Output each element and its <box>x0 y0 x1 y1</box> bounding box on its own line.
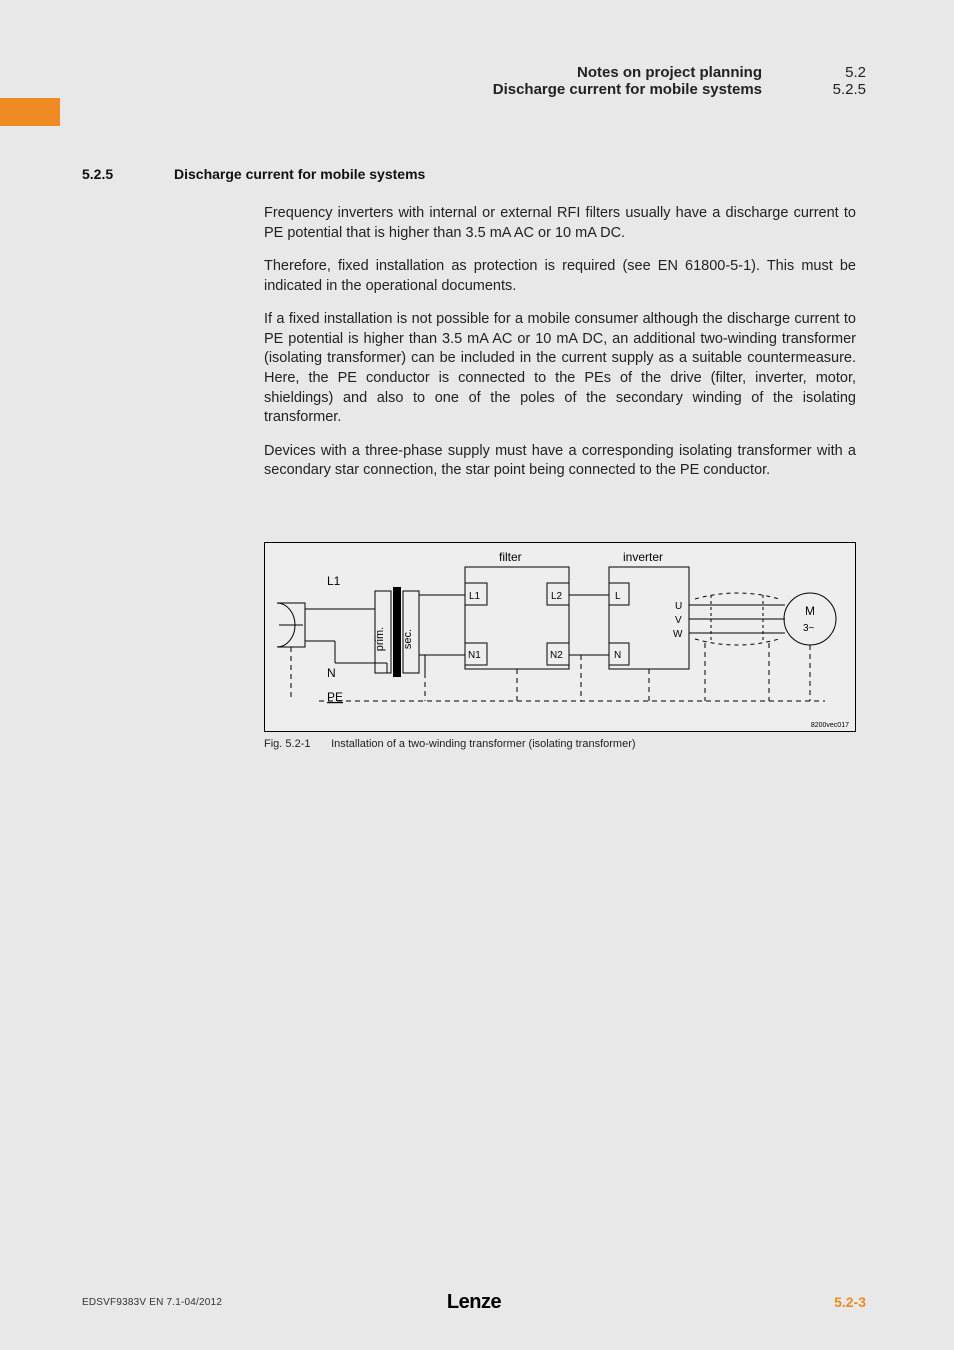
label-prim: prim. <box>374 627 386 651</box>
label-l1: L1 <box>469 591 481 602</box>
footer: EDSVF9383V EN 7.1-04/2012 Lenze 5.2-3 <box>82 1294 866 1310</box>
figure-wrap: filter inverter L1 N prim. <box>264 542 856 750</box>
paragraph-3: If a fixed installation is not possible … <box>264 310 856 427</box>
paragraph-1: Frequency inverters with internal or ext… <box>264 204 856 243</box>
header-num-1: 5.2 <box>818 64 866 81</box>
header-title-2: Discharge current for mobile systems <box>493 81 762 98</box>
paragraph-4: Devices with a three-phase supply must h… <box>264 442 856 481</box>
section-title: Discharge current for mobile systems <box>174 166 425 182</box>
label-n1: N1 <box>468 650 481 661</box>
label-l1-left: L1 <box>327 574 341 588</box>
logo-text: Lenze <box>447 1291 501 1313</box>
paragraph-2: Therefore, fixed installation as protect… <box>264 257 856 296</box>
label-u: U <box>675 601 682 612</box>
page: Notes on project planning 5.2 Discharge … <box>0 0 954 1350</box>
label-n-left: N <box>327 666 336 680</box>
header-line-2: Discharge current for mobile systems 5.2… <box>493 81 866 98</box>
body-text: Frequency inverters with internal or ext… <box>264 204 856 495</box>
footer-left: EDSVF9383V EN 7.1-04/2012 <box>82 1297 222 1308</box>
footer-page-num: 5.2-3 <box>834 1294 866 1310</box>
label-w: W <box>673 629 683 640</box>
label-pe: PE <box>327 690 343 704</box>
figure: filter inverter L1 N prim. <box>264 542 856 732</box>
label-n: N <box>614 650 621 661</box>
section-number: 5.2.5 <box>82 166 138 182</box>
label-3sim: 3~ <box>803 623 815 634</box>
label-l2: L2 <box>551 591 563 602</box>
figure-caption: Fig. 5.2-1 Installation of a two-winding… <box>264 738 856 750</box>
header: Notes on project planning 5.2 Discharge … <box>493 64 866 98</box>
figure-caption-num: Fig. 5.2-1 <box>264 738 328 750</box>
label-l: L <box>615 591 621 602</box>
header-title-1: Notes on project planning <box>577 64 762 81</box>
header-num-2: 5.2.5 <box>818 81 866 98</box>
header-line-1: Notes on project planning 5.2 <box>493 64 866 81</box>
label-inverter: inverter <box>623 550 663 564</box>
label-v: V <box>675 615 682 626</box>
label-m: M <box>805 604 815 618</box>
label-sec: sec. <box>402 629 414 649</box>
side-tab <box>0 98 60 126</box>
figure-svg: filter inverter L1 N prim. <box>265 543 857 733</box>
footer-logo: Lenze <box>447 1291 501 1314</box>
figure-caption-text: Installation of a two-winding transforme… <box>331 738 635 750</box>
label-filter: filter <box>499 550 522 564</box>
label-n2: N2 <box>550 650 563 661</box>
section-heading: 5.2.5 Discharge current for mobile syste… <box>82 166 866 182</box>
figure-code: 8200vec017 <box>811 722 849 729</box>
